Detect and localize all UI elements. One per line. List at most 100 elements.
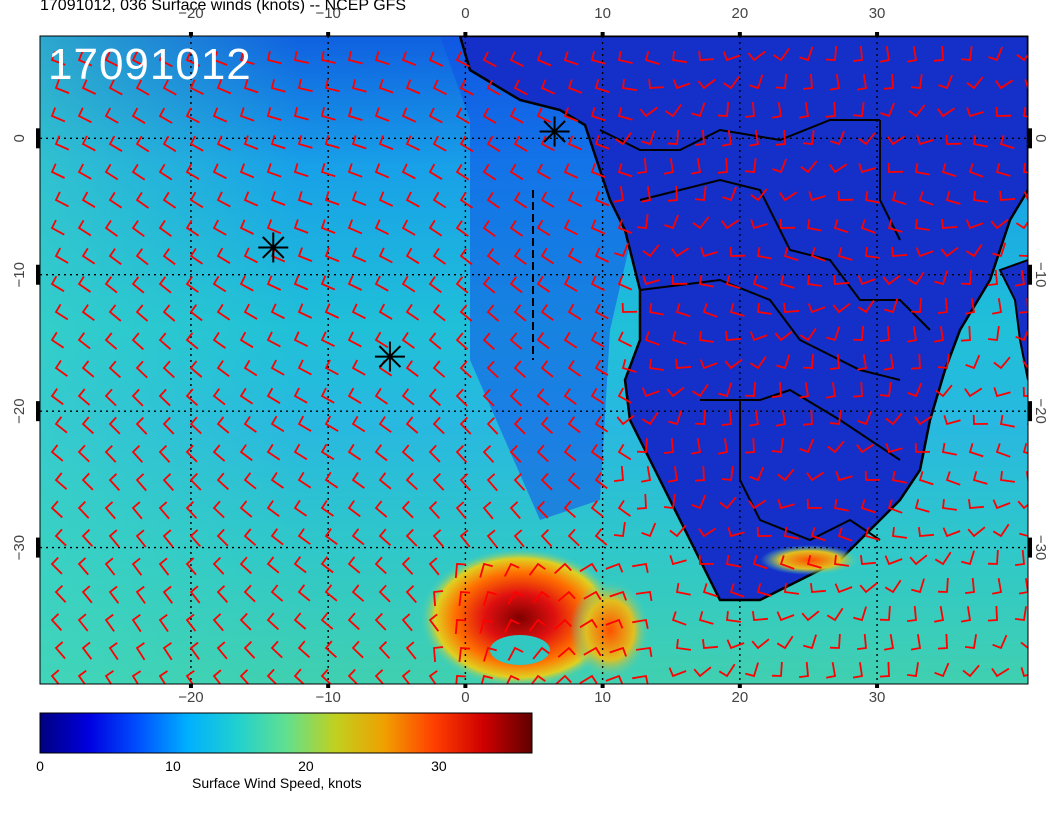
wind-barb — [590, 387, 605, 405]
wind-barb — [405, 528, 418, 547]
wind-barb — [243, 416, 257, 433]
wind-barb — [563, 51, 579, 66]
wind-barb — [987, 270, 998, 286]
wind-barb — [104, 388, 117, 407]
wind-barb — [937, 353, 950, 369]
wind-barb — [698, 527, 717, 538]
wind-barb — [50, 556, 63, 575]
wind-barb — [239, 612, 252, 631]
wind-barb — [135, 192, 150, 209]
wind-barb — [834, 583, 853, 594]
wind-barb — [513, 79, 528, 96]
wind-barb — [622, 78, 637, 92]
wind-barb — [320, 612, 334, 630]
wind-barb — [486, 473, 498, 492]
wind-barb — [81, 472, 94, 491]
wind-barb — [756, 583, 772, 597]
wind-barb — [668, 667, 687, 678]
wind-barb — [243, 79, 259, 94]
lat-tick-label: −10 — [11, 262, 28, 287]
wind-barb — [1024, 79, 1028, 90]
wind-barb — [54, 472, 68, 490]
wind-barb — [860, 499, 876, 514]
wind-barb — [513, 360, 526, 378]
wind-barb — [554, 674, 572, 684]
wind-barb — [401, 613, 413, 632]
wind-barb — [459, 416, 472, 435]
wind-barb — [378, 641, 391, 659]
wind-barb — [694, 409, 706, 425]
wind-barb — [401, 444, 415, 462]
lon-tick-label: 30 — [869, 5, 886, 22]
wind-barb — [536, 444, 549, 463]
wind-barb — [641, 466, 652, 483]
wind-barb — [776, 354, 791, 370]
wind-barb — [717, 102, 730, 117]
wind-barb — [776, 635, 794, 650]
wind-barb — [528, 618, 546, 632]
wind-barb — [887, 499, 903, 514]
wind-barb — [915, 218, 931, 231]
wind-barb — [642, 244, 660, 258]
wind-barb — [965, 298, 976, 315]
wind-barb — [432, 248, 447, 265]
wind-barb — [239, 51, 255, 65]
wind-barb — [702, 583, 718, 598]
wind-barb — [347, 107, 363, 121]
wind-barb — [832, 302, 851, 314]
wind-barb — [185, 219, 200, 237]
wind-barb — [458, 647, 471, 663]
wind-barb — [563, 444, 577, 462]
wind-barb — [752, 555, 768, 570]
wind-barb — [536, 388, 550, 406]
wind-barb — [852, 45, 863, 62]
wind-barb — [324, 528, 338, 546]
wind-barb — [374, 51, 390, 66]
wind-barb — [967, 526, 986, 538]
wind-barb — [432, 135, 447, 152]
wind-barb — [50, 500, 63, 519]
wind-barb — [617, 500, 631, 517]
wind-barb — [432, 416, 445, 435]
wind-barb — [212, 107, 228, 123]
wind-barb — [185, 51, 201, 67]
wind-barb — [486, 529, 498, 548]
wind-barb — [827, 440, 845, 454]
wind-barb — [185, 332, 199, 350]
wind-barb — [852, 381, 863, 398]
wind-barb — [1020, 667, 1028, 678]
wind-barb — [999, 414, 1015, 428]
wind-barb — [885, 443, 903, 454]
wind-barb — [428, 557, 440, 576]
wind-barb — [351, 415, 366, 433]
wind-barb — [664, 214, 679, 230]
wind-barb — [668, 466, 679, 483]
wind-barb — [590, 444, 604, 461]
wind-barb — [992, 634, 1008, 650]
wind-barb — [590, 275, 605, 292]
wind-barb — [605, 618, 624, 629]
wind-barb — [536, 51, 552, 67]
wind-barb — [81, 304, 95, 322]
wind-barb — [158, 501, 170, 520]
wind-barb — [104, 332, 118, 350]
lat-tick — [36, 537, 40, 558]
wind-barb — [750, 188, 768, 202]
lon-tick — [600, 32, 605, 36]
wind-barb — [719, 496, 737, 510]
wind-barb — [216, 135, 232, 151]
wind-barb — [347, 219, 363, 235]
wind-barb — [632, 618, 649, 629]
wind-barb — [243, 359, 258, 377]
wind-barb — [507, 646, 524, 661]
wind-barb — [50, 613, 63, 632]
wind-barb — [965, 243, 983, 258]
wind-barb — [641, 186, 652, 203]
wind-barb — [185, 163, 200, 180]
wind-barb — [509, 276, 523, 294]
wind-barb — [563, 388, 577, 406]
wind-barb — [972, 134, 988, 148]
wind-barb — [941, 163, 957, 178]
lat-tick-label: −30 — [1032, 535, 1049, 560]
